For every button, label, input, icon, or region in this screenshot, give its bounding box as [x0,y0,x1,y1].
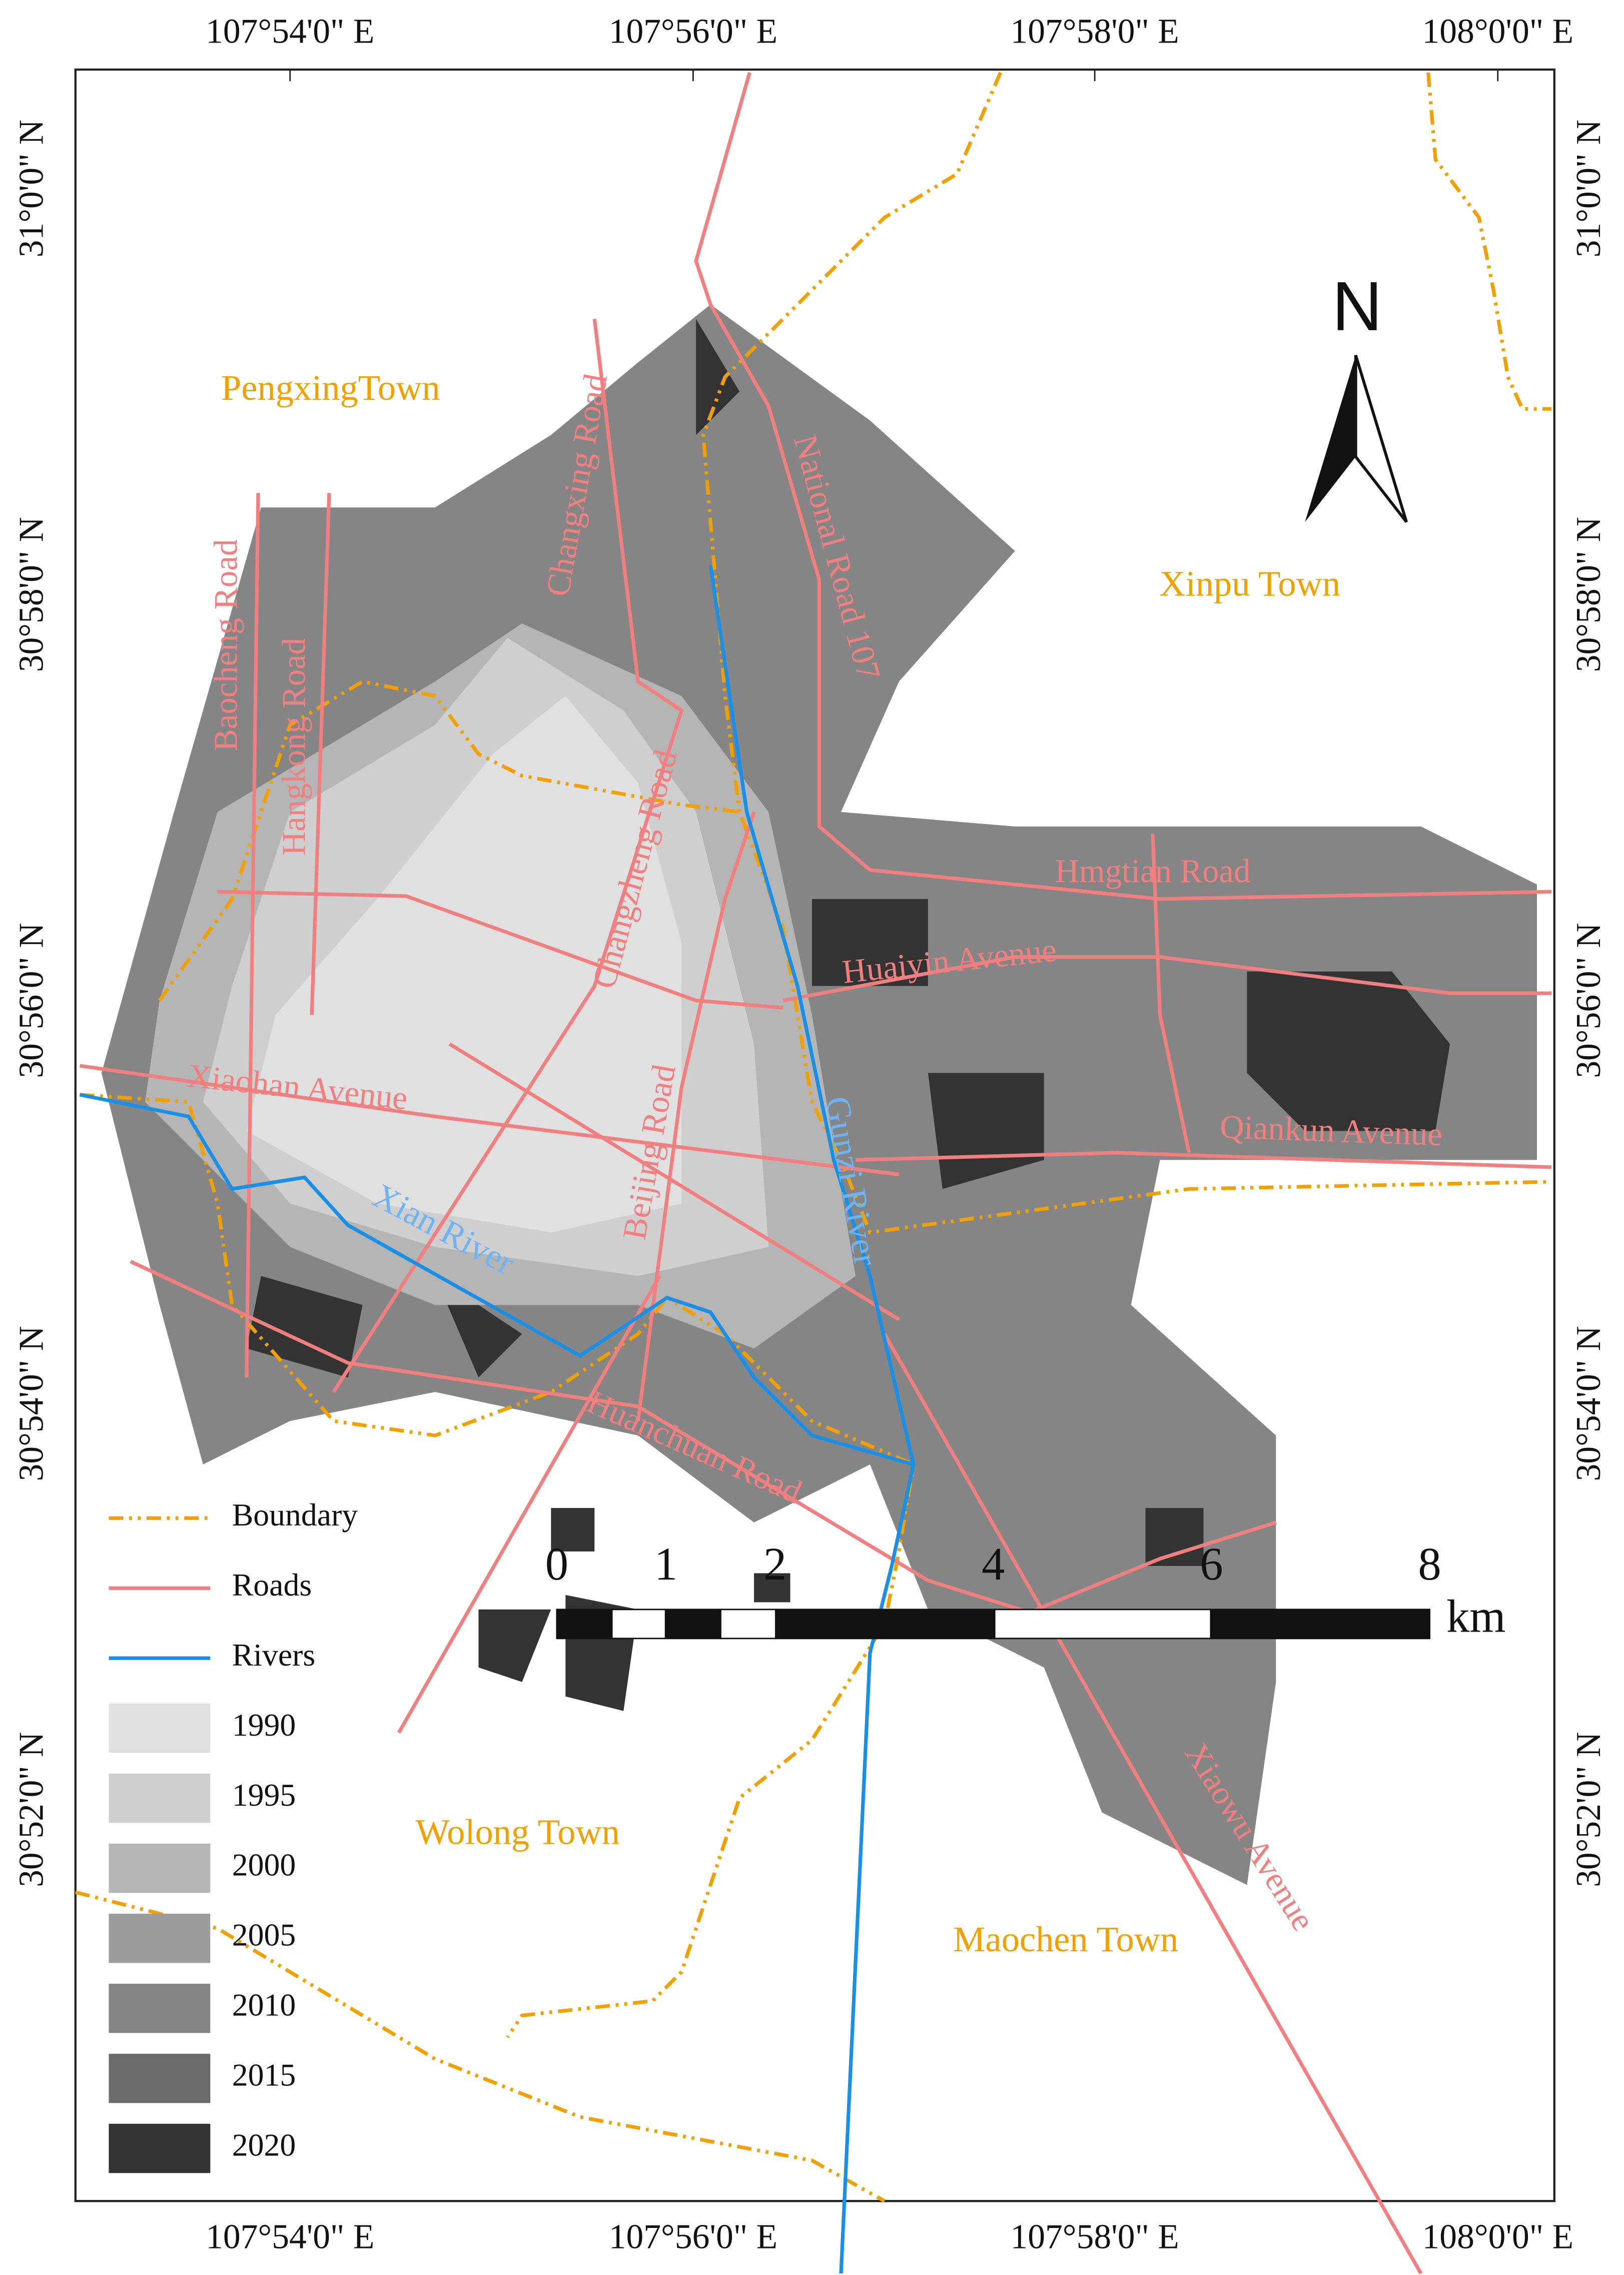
bottom-coordinate: 107°54'0" E [206,2217,374,2256]
scale-segment [775,1609,996,1640]
legend-symbol [109,1913,211,1963]
road [636,811,756,1421]
road-label: Hangkong Road [276,638,312,856]
legend-symbol [109,2053,211,2103]
boundary [80,1093,916,2038]
road [245,493,260,1378]
road [694,72,1552,901]
left-coordinate: 30°52'0" N [13,1732,51,1887]
legend-label: 1990 [232,1707,296,1743]
scale-segment [664,1609,721,1640]
town-label: Maochen Town [953,1919,1178,1959]
legend-label: Boundary [232,1497,358,1533]
urban-1990 [246,696,682,1233]
legend-symbol [109,1703,211,1753]
scale-tick-label: 0 [545,1539,568,1590]
road [448,1042,900,1321]
roads [79,72,1552,2274]
scale-tick-label: 2 [763,1539,786,1590]
river [79,1093,914,1466]
top-coordinate: 107°56'0" E [609,13,777,51]
legend-label: 2010 [232,1987,296,2023]
road [79,1064,900,1176]
town-label: PengxingTown [221,367,440,408]
bottom-coordinate: 108°0'0" E [1422,2217,1573,2256]
scale-segment [556,1609,613,1640]
boundary [1426,72,1551,411]
boundary [158,679,740,1002]
road-label: Qiankun Avenue [1219,1109,1443,1153]
scale-tick-label: 6 [1200,1539,1223,1590]
road [310,493,331,1015]
road [332,319,684,1393]
right-coordinate: 30°56'0" N [1569,923,1608,1078]
right-coordinate: 30°54'0" N [1569,1326,1608,1481]
road-label: Baocheng Road [208,539,244,751]
legend-symbol [109,1843,211,1893]
scale-segment [1210,1609,1431,1640]
town-label: Wolong Town [416,1812,620,1852]
top-coordinate: 107°58'0" E [1010,13,1179,51]
north-arrow-right [1354,355,1408,523]
legend-symbol [109,1983,211,2033]
road [782,955,1551,1003]
legend-label: 2020 [232,2127,296,2163]
legend-label: 2015 [232,2057,296,2093]
scale-segment [611,1609,666,1640]
top-coordinate: 108°0'0" E [1422,13,1573,51]
left-coordinate: 30°54'0" N [13,1326,51,1481]
scale-tick-label: 1 [654,1539,677,1590]
right-coordinate: 30°58'0" N [1569,517,1608,672]
scale-bar [556,1609,1431,1640]
road [130,1259,1277,1615]
legend-label: Roads [232,1567,312,1603]
urban-2020 [246,319,1450,1566]
legend-symbol [109,2123,211,2173]
scale-segment [994,1609,1212,1640]
left-coordinate: 31°0'0" N [13,120,51,257]
legend-label: 2005 [232,1917,296,1953]
town-label: Xinpu Town [1159,563,1340,603]
scale-segment [719,1609,776,1640]
scale-tick-label: 4 [982,1539,1005,1590]
right-coordinate: 30°52'0" N [1569,1732,1608,1887]
road [217,890,783,1010]
north-label: N [1332,268,1382,345]
road [883,1333,1423,2274]
bottom-coordinate: 107°56'0" E [609,2217,777,2256]
boundary [701,72,1552,1235]
road-label: Hmgtian Road [1055,853,1251,890]
scale-tick-label: 8 [1418,1539,1441,1590]
top-coordinate: 107°54'0" E [206,13,374,51]
legend-label: Rivers [232,1637,315,1673]
road [1151,834,1191,1153]
scale-unit: km [1446,1591,1505,1642]
legend-symbol [109,1773,211,1823]
left-coordinate: 30°56'0" N [13,923,51,1078]
left-coordinate: 30°58'0" N [13,517,51,672]
legend-label: 2000 [232,1847,296,1883]
bottom-coordinate: 107°58'0" E [1010,2217,1179,2256]
road [855,1151,1552,1169]
right-coordinate: 31°0'0" N [1569,120,1608,257]
road [397,1275,661,1734]
legend-label: 1995 [232,1777,296,1813]
